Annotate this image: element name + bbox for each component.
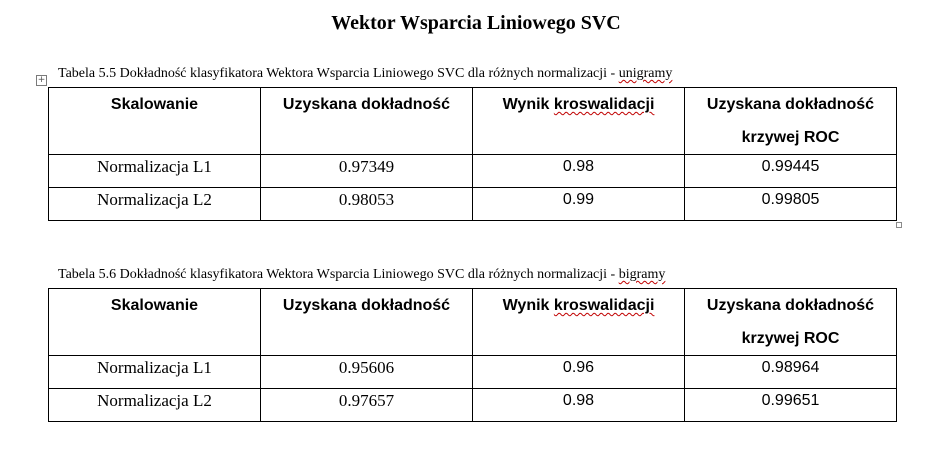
results-table-bigramy: Skalowanie Uzyskana dokładność Wynik kro…	[48, 288, 897, 422]
table-cell: 0.99	[472, 187, 685, 221]
page-title: Wektor Wsparcia Liniowego SVC	[331, 12, 621, 34]
header-cell: Uzyskana dokładność krzywej ROC	[684, 288, 897, 356]
caption-suffix: bigramy	[618, 267, 666, 282]
table-caption-1: Tabela 5.5 Dokładność klasyfikatora Wekt…	[58, 66, 672, 82]
table-row: Normalizacja L1 0.95606 0.96 0.98964	[48, 355, 897, 389]
table-cell: 0.99651	[684, 388, 897, 422]
table-header-row: Skalowanie Uzyskana dokładność Wynik kro…	[48, 288, 897, 356]
table-cell: 0.98	[472, 154, 685, 188]
move-handle-icon[interactable]: +	[36, 75, 47, 86]
resize-handle-icon[interactable]	[896, 222, 902, 228]
table-cell: 0.99445	[684, 154, 897, 188]
table-cell: 0.97349	[260, 154, 473, 188]
table-cell: 0.98964	[684, 355, 897, 389]
table-cell: Normalizacja L1	[48, 355, 261, 389]
results-table-unigramy: Skalowanie Uzyskana dokładność Wynik kro…	[48, 87, 897, 221]
table-cell: Normalizacja L2	[48, 388, 261, 422]
header-cell: Skalowanie	[48, 288, 261, 356]
table-cell: Normalizacja L2	[48, 187, 261, 221]
table-row: Normalizacja L1 0.97349 0.98 0.99445	[48, 154, 897, 188]
caption-text: Tabela 5.5 Dokładność klasyfikatora Wekt…	[58, 66, 619, 81]
table-cell: 0.97657	[260, 388, 473, 422]
header-cell: Wynik kroswalidacji	[472, 288, 685, 356]
header-cell: Uzyskana dokładność krzywej ROC	[684, 87, 897, 155]
table-header-row: Skalowanie Uzyskana dokładność Wynik kro…	[48, 87, 897, 155]
header-cell: Wynik kroswalidacji	[472, 87, 685, 155]
table-cell: 0.99805	[684, 187, 897, 221]
header-cell: Uzyskana dokładność	[260, 288, 473, 356]
caption-text: Tabela 5.6 Dokładność klasyfikatora Wekt…	[58, 267, 619, 282]
table-cell: Normalizacja L1	[48, 154, 261, 188]
table-cell: 0.98053	[260, 187, 473, 221]
table-cell: 0.95606	[260, 355, 473, 389]
table-cell: 0.98	[472, 388, 685, 422]
table-cell: 0.96	[472, 355, 685, 389]
table-caption-2: Tabela 5.6 Dokładność klasyfikatora Wekt…	[58, 267, 665, 283]
table-row: Normalizacja L2 0.98053 0.99 0.99805	[48, 187, 897, 221]
table-row: Normalizacja L2 0.97657 0.98 0.99651	[48, 388, 897, 422]
header-cell: Uzyskana dokładność	[260, 87, 473, 155]
header-cell: Skalowanie	[48, 87, 261, 155]
caption-suffix: unigramy	[618, 66, 673, 81]
